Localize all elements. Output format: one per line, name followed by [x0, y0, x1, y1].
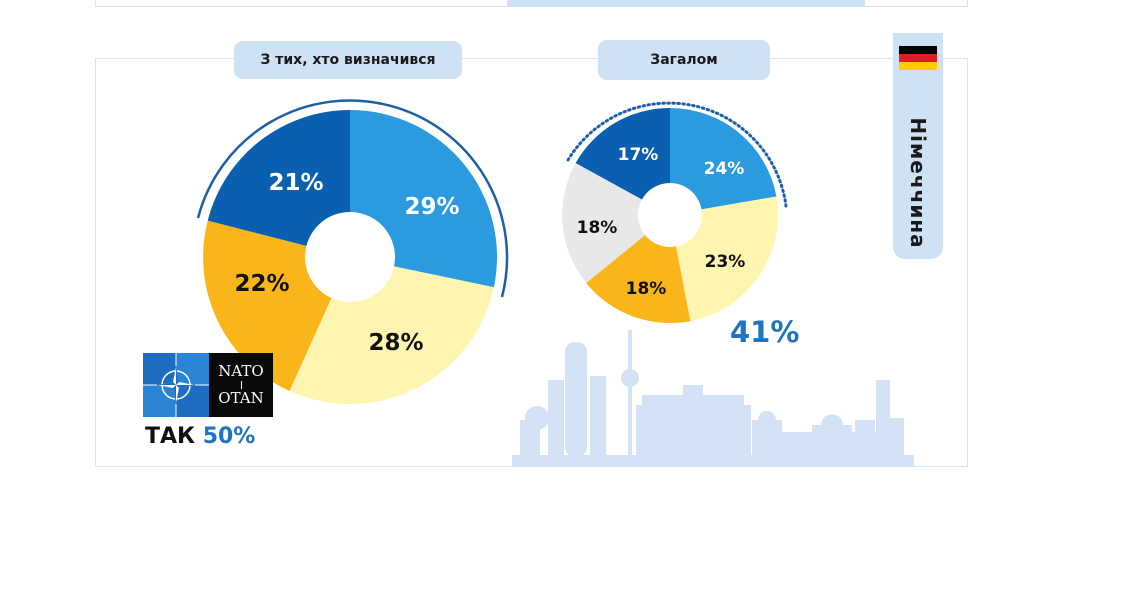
- overall-pill: Загалом: [598, 40, 770, 80]
- decided-label: З тих, хто визначився: [260, 52, 436, 68]
- decided-pill: З тих, хто визначився: [234, 41, 462, 79]
- overall-value: 41%: [730, 315, 800, 349]
- overall-label: Загалом: [650, 52, 718, 68]
- slice-24: [670, 107, 777, 210]
- svg-text:22%: 22%: [234, 271, 289, 297]
- slice-29: [350, 110, 498, 288]
- germany-flag-icon: [899, 46, 937, 70]
- svg-text:18%: 18%: [626, 279, 667, 299]
- svg-text:17%: 17%: [618, 145, 659, 165]
- nato-line2: OTAN: [218, 389, 264, 407]
- svg-text:24%: 24%: [704, 159, 745, 179]
- previous-panel-band: [507, 0, 865, 7]
- svg-text:21%: 21%: [268, 170, 323, 196]
- decided-donut-chart: 21% 29% 22% 28%: [196, 99, 509, 405]
- slice-23: [676, 196, 779, 322]
- overall-donut-chart: 17% 24% 18% 23% 18%: [562, 101, 788, 324]
- svg-text:23%: 23%: [705, 252, 746, 272]
- slice-18-gray: [562, 163, 646, 283]
- yes-label: ТАК: [145, 424, 196, 449]
- slice-28: [289, 266, 494, 405]
- svg-text:29%: 29%: [404, 194, 459, 220]
- overall-highlight-arc: [566, 101, 788, 208]
- svg-text:18%: 18%: [577, 218, 618, 238]
- slice-17: [575, 107, 670, 200]
- yes-result: ТАК 50%: [145, 424, 255, 449]
- yes-value: 50%: [202, 424, 256, 449]
- slice-21: [207, 110, 350, 246]
- slice-18-orange: [586, 235, 691, 324]
- nato-line1: NATO: [218, 362, 264, 381]
- berlin-skyline-icon: [512, 330, 914, 467]
- country-tab: Німеччина: [893, 33, 943, 259]
- nato-compass-icon: [143, 353, 209, 417]
- slice-22: [203, 220, 332, 391]
- yes-highlight-arc: [196, 99, 509, 298]
- svg-text:28%: 28%: [368, 330, 423, 356]
- nato-wordmark: NATO OTAN: [209, 353, 273, 417]
- nato-logo: NATO OTAN: [143, 353, 273, 417]
